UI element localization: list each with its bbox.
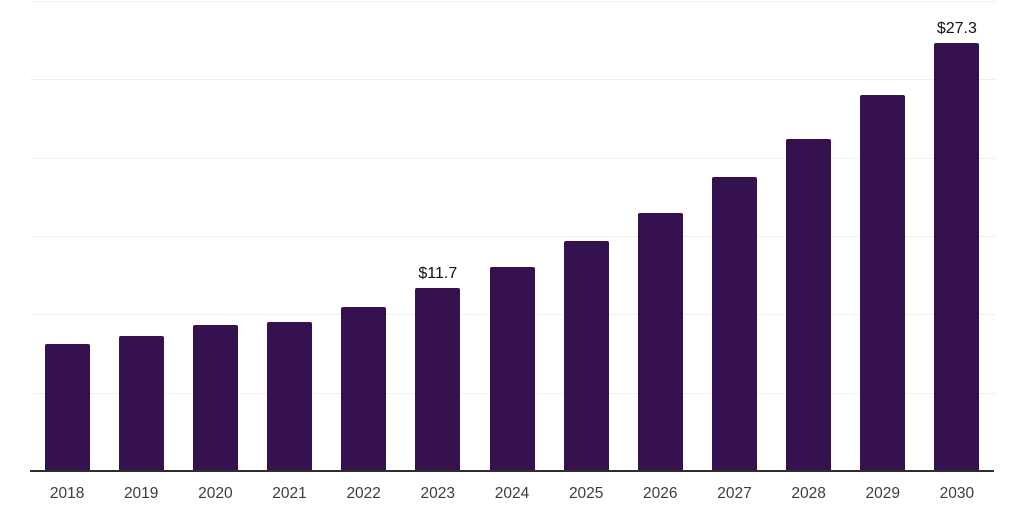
gridline-y-25 bbox=[30, 79, 996, 81]
bar-2025 bbox=[563, 240, 609, 470]
x-tick-label-2022: 2022 bbox=[346, 485, 381, 502]
x-tick-label-2028: 2028 bbox=[791, 485, 826, 502]
x-tick-label-2024: 2024 bbox=[494, 485, 530, 502]
x-tick-label-2020: 2020 bbox=[198, 485, 233, 502]
bar-2022 bbox=[341, 306, 387, 470]
x-tick-label-2021: 2021 bbox=[272, 485, 307, 502]
data-label-2030: $27.3 bbox=[936, 20, 977, 38]
data-label-2023: $11.7 bbox=[418, 264, 458, 282]
bar-2026 bbox=[637, 212, 683, 470]
bar-2018 bbox=[44, 344, 90, 470]
gridline-y-20 bbox=[30, 157, 996, 159]
bar-2030 bbox=[934, 43, 980, 470]
x-tick-label-2030: 2030 bbox=[939, 485, 975, 502]
bar-2023 bbox=[415, 287, 461, 470]
gridline-y-30 bbox=[30, 1, 996, 2]
x-tick-label-2027: 2027 bbox=[717, 485, 752, 502]
bar-2024 bbox=[489, 267, 535, 470]
bar-2028 bbox=[786, 138, 832, 470]
x-tick-label-2029: 2029 bbox=[865, 485, 901, 502]
bar-2029 bbox=[860, 95, 906, 470]
bar-2027 bbox=[712, 176, 757, 470]
x-tick-label-2018: 2018 bbox=[49, 485, 85, 502]
x-tick-label-2025: 2025 bbox=[568, 485, 604, 502]
bar-2021 bbox=[267, 322, 312, 470]
bar-2020 bbox=[192, 325, 238, 470]
x-tick-label-2019: 2019 bbox=[123, 485, 159, 502]
gridline-y-15 bbox=[30, 236, 996, 237]
bar-2019 bbox=[118, 336, 164, 470]
x-tick-label-2023: 2023 bbox=[420, 485, 456, 502]
x-tick-label-2026: 2026 bbox=[643, 485, 678, 502]
x-axis-line bbox=[30, 470, 994, 472]
